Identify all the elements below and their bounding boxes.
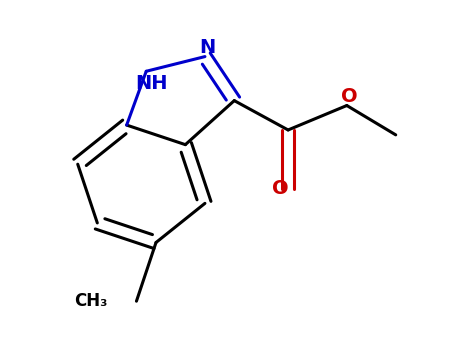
Text: O: O: [341, 87, 357, 106]
Text: NH: NH: [135, 74, 167, 93]
Text: N: N: [199, 38, 216, 57]
Text: CH₃: CH₃: [74, 292, 107, 310]
Text: O: O: [273, 179, 289, 198]
